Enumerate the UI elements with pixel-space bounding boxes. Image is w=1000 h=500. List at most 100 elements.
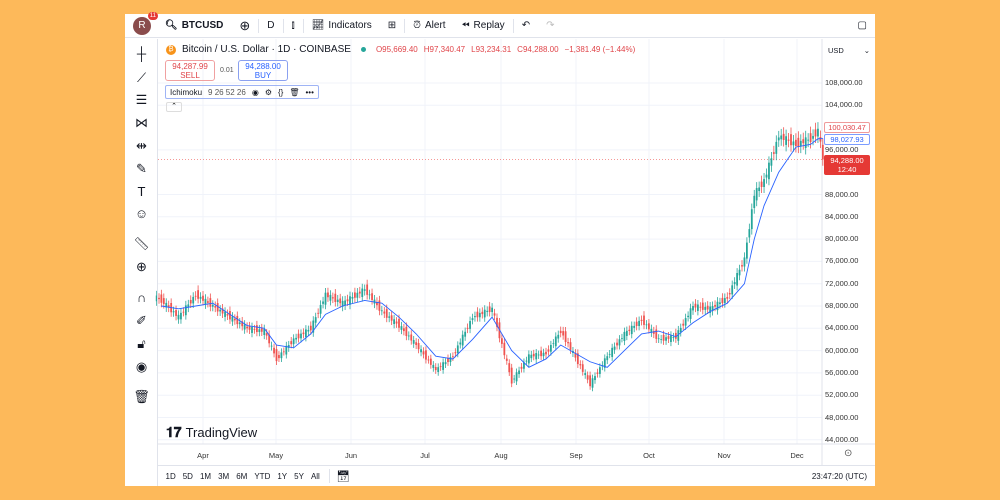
fullscreen-icon: ▢ <box>857 20 867 31</box>
range-button-all[interactable]: All <box>310 471 320 481</box>
bitcoin-icon: ₿ <box>166 44 176 55</box>
compare-symbol-button[interactable]: ⊕ <box>231 14 258 38</box>
candle-body <box>491 307 493 313</box>
currency-select[interactable]: USD ⌄ <box>828 46 870 55</box>
candle-body <box>650 328 653 333</box>
magnet-icon[interactable]: ∩ <box>136 290 147 305</box>
candle-body <box>616 342 618 346</box>
candle-body <box>371 293 373 301</box>
collapse-legend-button[interactable]: ⌃ <box>166 102 182 112</box>
spread: 0.01 <box>220 67 234 74</box>
trash-icon[interactable]: 🗑︎ <box>133 389 150 404</box>
range-button-5y[interactable]: 5Y <box>294 471 304 481</box>
price-axis-label: 80,000.00 <box>825 234 859 244</box>
candle-body <box>317 312 320 314</box>
candle-body <box>253 329 256 330</box>
candle-body <box>809 133 812 142</box>
time-axis-settings-icon[interactable]: ⊙ <box>844 448 853 459</box>
eye-icon[interactable]: ◉ <box>251 87 259 97</box>
candle-body <box>180 312 182 320</box>
price-label-red-line: 100,030.47 <box>824 122 870 133</box>
crosshair-icon[interactable]: ┼ <box>136 46 147 61</box>
emoji-icon[interactable]: ☺ <box>134 206 149 221</box>
candle-body <box>770 158 773 166</box>
range-button-1d[interactable]: 1D <box>165 471 176 481</box>
candle-body <box>297 333 300 339</box>
templates-button[interactable]: ⊞ <box>380 14 404 38</box>
price-chart[interactable] <box>125 14 875 486</box>
goto-date-icon[interactable]: 📅︎ <box>336 470 351 483</box>
candle-body <box>192 296 195 304</box>
projection-icon[interactable]: ⇹ <box>136 138 147 153</box>
avatar[interactable]: R 11 <box>133 11 158 35</box>
more-icon[interactable]: ••• <box>305 87 314 97</box>
indicator-params: 9 26 52 26 <box>208 87 246 97</box>
candle-body <box>177 314 180 320</box>
candle-body <box>319 304 322 314</box>
candle-body <box>273 347 275 354</box>
symbol-search-button[interactable]: 🔍︎ BTCUSD <box>157 14 231 38</box>
source-code-icon[interactable]: {} <box>277 87 284 97</box>
indicators-button[interactable]: 📈︎ Indicators <box>304 14 380 38</box>
candle-body <box>532 353 535 357</box>
eye-icon[interactable]: ◉ <box>135 359 148 374</box>
candle-body <box>415 342 418 346</box>
candle-body <box>287 345 290 348</box>
range-button-5d[interactable]: 5D <box>182 471 193 481</box>
candle-body <box>530 354 533 359</box>
undo-button[interactable]: ↶ <box>514 14 538 38</box>
candle-body <box>158 297 160 300</box>
candle-body <box>728 292 731 295</box>
trend-line-icon[interactable]: ⟋ <box>136 70 147 85</box>
candle-body <box>599 367 601 374</box>
candle-body <box>741 265 743 267</box>
fullscreen-button[interactable]: ▢ <box>850 14 875 38</box>
chart-type-button[interactable]: ⫾ <box>284 14 303 38</box>
text-icon[interactable]: T <box>137 184 146 199</box>
candle-body <box>280 352 283 359</box>
indicator-legend[interactable]: Ichimoku 9 26 52 26 ◉ ⚙ {} 🗑︎ ••• <box>165 85 319 99</box>
settings-icon[interactable]: ⚙ <box>264 87 272 97</box>
brush-icon[interactable]: ✎ <box>136 161 147 176</box>
candle-body <box>782 133 785 140</box>
tradingview-logo[interactable]: 𝟏𝟕 TradingView <box>166 424 257 441</box>
candle-body <box>603 358 606 368</box>
redo-button[interactable]: ↷ <box>538 14 562 38</box>
time-axis-label: May <box>268 451 284 460</box>
range-button-3m[interactable]: 3M <box>218 471 230 481</box>
candle-body <box>437 367 440 373</box>
last-price-label: 94,288.00 12:40 <box>824 155 870 175</box>
candle-body <box>706 305 709 310</box>
candle-body <box>493 313 496 316</box>
range-button-1y[interactable]: 1Y <box>277 471 288 481</box>
trash-icon[interactable]: 🗑︎ <box>289 87 300 97</box>
candle-body <box>523 362 525 369</box>
candle-body <box>621 338 623 339</box>
alert-label: Alert <box>424 20 446 31</box>
ruler-icon[interactable]: 📏︎ <box>133 236 150 251</box>
range-button-6m[interactable]: 6M <box>236 471 248 481</box>
replay-button[interactable]: ⏪︎ Replay <box>454 14 513 38</box>
range-button-1m[interactable]: 1M <box>199 471 212 481</box>
candle-body <box>576 353 579 365</box>
zoom-in-icon[interactable]: ⊕ <box>136 259 147 274</box>
alert-button[interactable]: ⏰︎ Alert <box>405 14 453 38</box>
sell-button[interactable]: 94,287.99 SELL <box>165 60 215 81</box>
candle-body <box>246 326 248 329</box>
candle-body <box>432 364 435 368</box>
pattern-icon[interactable]: ⋈ <box>135 115 148 130</box>
candle-body <box>202 295 204 301</box>
clock[interactable]: 23:47:20 (UTC) <box>811 471 867 481</box>
time-axis-label: Sep <box>569 451 583 460</box>
candle-body <box>802 139 805 144</box>
lock-drawing-icon[interactable]: ✐ <box>136 313 147 328</box>
range-button-ytd[interactable]: YTD <box>254 471 271 481</box>
candle-body <box>368 294 371 296</box>
candle-body <box>471 318 474 321</box>
lock-icon[interactable]: 🔓︎ <box>137 336 146 351</box>
buy-button[interactable]: 94,288.00 BUY <box>238 60 288 81</box>
candle-body <box>466 327 469 329</box>
interval-button[interactable]: D <box>259 14 282 38</box>
divider <box>512 18 514 33</box>
fib-icon[interactable]: ☰ <box>135 92 148 107</box>
